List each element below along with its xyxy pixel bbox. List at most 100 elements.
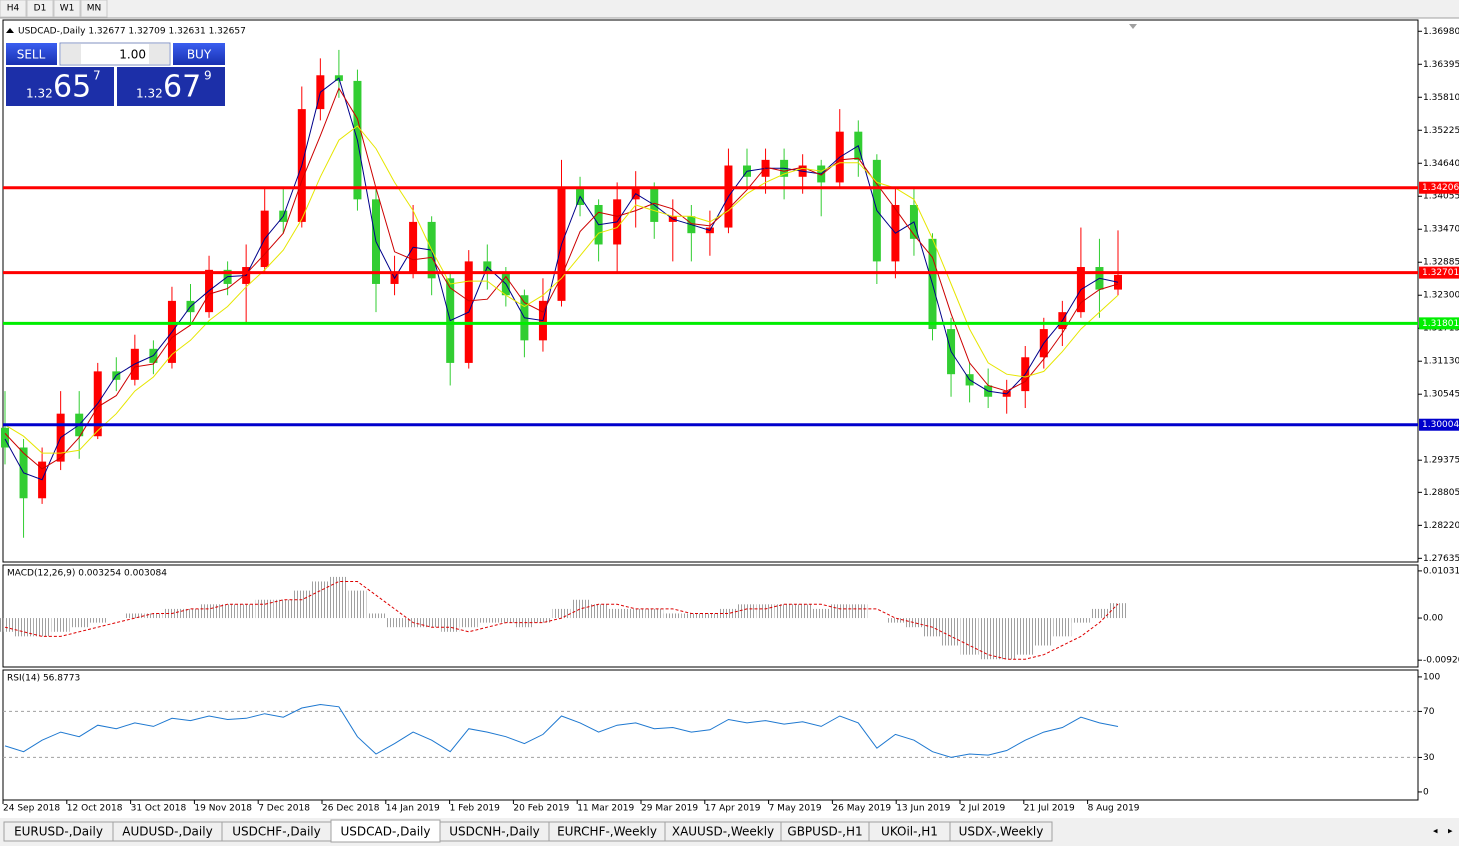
macd-bar	[237, 604, 256, 619]
macd-bar	[608, 608, 627, 619]
price-level-label: 1.30004	[1422, 420, 1459, 430]
y-tick-label: 1.33470	[1423, 225, 1459, 235]
macd-bar	[626, 608, 645, 619]
macd-bar	[997, 618, 1016, 660]
tab-label: USDCAD-,Daily	[341, 825, 431, 839]
sell-price-small: 7	[93, 69, 101, 83]
rsi-line	[4, 703, 1119, 758]
x-tick-label: 24 Sep 2018	[3, 804, 60, 814]
sell-price-prefix: 1.32	[26, 87, 53, 101]
y-tick-label: 1.30545	[1423, 390, 1459, 400]
x-tick-label: 29 Mar 2019	[641, 804, 698, 814]
macd-bar	[1109, 603, 1127, 619]
tab-label: USDCNH-,Daily	[449, 825, 540, 839]
buy-price-small: 9	[204, 69, 212, 83]
macd-bar	[775, 604, 794, 619]
y-tick-label: 1.36980	[1423, 27, 1459, 37]
tab-scroll-left[interactable]: ◂	[1433, 827, 1438, 837]
y-tick-label: 0	[1423, 787, 1429, 797]
chart-title: USDCAD-,Daily 1.32677 1.32709 1.32631 1.…	[18, 27, 246, 37]
moving-average	[4, 77, 1119, 481]
x-tick-label: 2 Jul 2019	[960, 804, 1005, 814]
lot-input[interactable]	[59, 42, 171, 66]
tab-scroll-right[interactable]: ▸	[1448, 827, 1453, 837]
x-tick-label: 26 May 2019	[832, 804, 891, 814]
macd-bar	[663, 613, 682, 619]
lot-up[interactable]	[149, 44, 169, 64]
x-tick-label: 20 Feb 2019	[513, 804, 569, 814]
macd-bar	[793, 604, 812, 619]
price-level-tag	[1419, 266, 1459, 279]
macd-bar	[441, 618, 460, 632]
x-tick-label: 26 Dec 2018	[322, 804, 380, 814]
buy-price-big: 67	[163, 70, 201, 105]
buy-button[interactable]	[173, 43, 225, 65]
timeframe-label: D1	[34, 4, 47, 14]
macd-bar	[849, 604, 868, 619]
timeframe-button[interactable]	[0, 0, 27, 18]
macd-bar	[125, 613, 144, 619]
macd-bar	[218, 604, 237, 619]
y-tick-label: 1.34640	[1423, 159, 1459, 169]
x-tick-label: 7 May 2019	[769, 804, 822, 814]
lot-down[interactable]	[61, 44, 81, 64]
macd-bar	[756, 604, 775, 619]
macd-bar	[552, 608, 571, 619]
trade-panel: SELL 1.00 BUY 1.32 65 7 1.32 67 9	[6, 42, 225, 106]
macd-bar	[960, 618, 979, 655]
x-tick-label: 7 Dec 2018	[258, 804, 310, 814]
tab[interactable]	[949, 821, 1053, 842]
buy-price-box[interactable]	[117, 67, 225, 106]
macd-bar	[1071, 618, 1090, 623]
timeframe-button[interactable]	[80, 0, 108, 18]
macd-bar	[88, 618, 107, 623]
macd-bar	[533, 618, 552, 623]
macd-bar	[144, 613, 163, 619]
sell-price-box[interactable]	[6, 67, 114, 106]
x-tick-label: 21 Jul 2019	[1024, 804, 1075, 814]
lot-value: 1.00	[119, 48, 146, 62]
macd-bar	[274, 599, 293, 619]
tab-label: XAUUSD-,Weekly	[672, 825, 774, 839]
price-level-label: 1.34206	[1422, 183, 1459, 193]
timeframe-button[interactable]	[26, 0, 54, 18]
x-tick-label: 12 Oct 2018	[67, 804, 123, 814]
macd-bar	[14, 618, 33, 637]
tab-label: AUDUSD-,Daily	[122, 825, 212, 839]
y-tick-label: 1.28220	[1423, 521, 1459, 531]
y-tick-label: 100	[1423, 672, 1440, 682]
x-tick-label: 13 Jun 2019	[896, 804, 950, 814]
buy-label: BUY	[187, 48, 212, 62]
chart-icon	[6, 28, 14, 33]
sell-label: SELL	[17, 48, 46, 62]
price-level-tag	[1419, 317, 1459, 330]
macd-bar	[0, 618, 14, 632]
moving-average	[4, 125, 1119, 454]
y-tick-label: 1.36395	[1423, 60, 1459, 70]
macd-bar	[348, 590, 367, 619]
macd-bar	[812, 608, 831, 619]
moving-average	[4, 87, 1119, 470]
tab-label: GBPUSD-,H1	[787, 825, 862, 839]
y-tick-label: 1.27635	[1423, 554, 1459, 564]
x-tick-label: 14 Jan 2019	[386, 804, 440, 814]
macd-pane	[2, 564, 1419, 668]
y-tick-label: 1.35225	[1423, 126, 1459, 136]
timeframe-button[interactable]	[53, 0, 81, 18]
x-tick-label: 17 Apr 2019	[705, 804, 761, 814]
macd-bar	[682, 613, 701, 619]
buy-price-prefix: 1.32	[136, 87, 163, 101]
y-tick-label: 1.34055	[1423, 192, 1459, 202]
macd-bar	[571, 599, 590, 619]
x-tick-label: 1 Feb 2019	[450, 804, 501, 814]
macd-bar	[422, 618, 441, 628]
macd-bar	[367, 613, 385, 619]
macd-bar	[70, 618, 89, 628]
tab-label: USDX-,Weekly	[959, 825, 1044, 839]
y-tick-label: 1.31130	[1423, 357, 1459, 367]
sell-button[interactable]	[6, 43, 57, 65]
price-level-tag	[1419, 181, 1459, 194]
shift-marker	[1129, 24, 1137, 29]
macd-bar	[385, 618, 404, 628]
